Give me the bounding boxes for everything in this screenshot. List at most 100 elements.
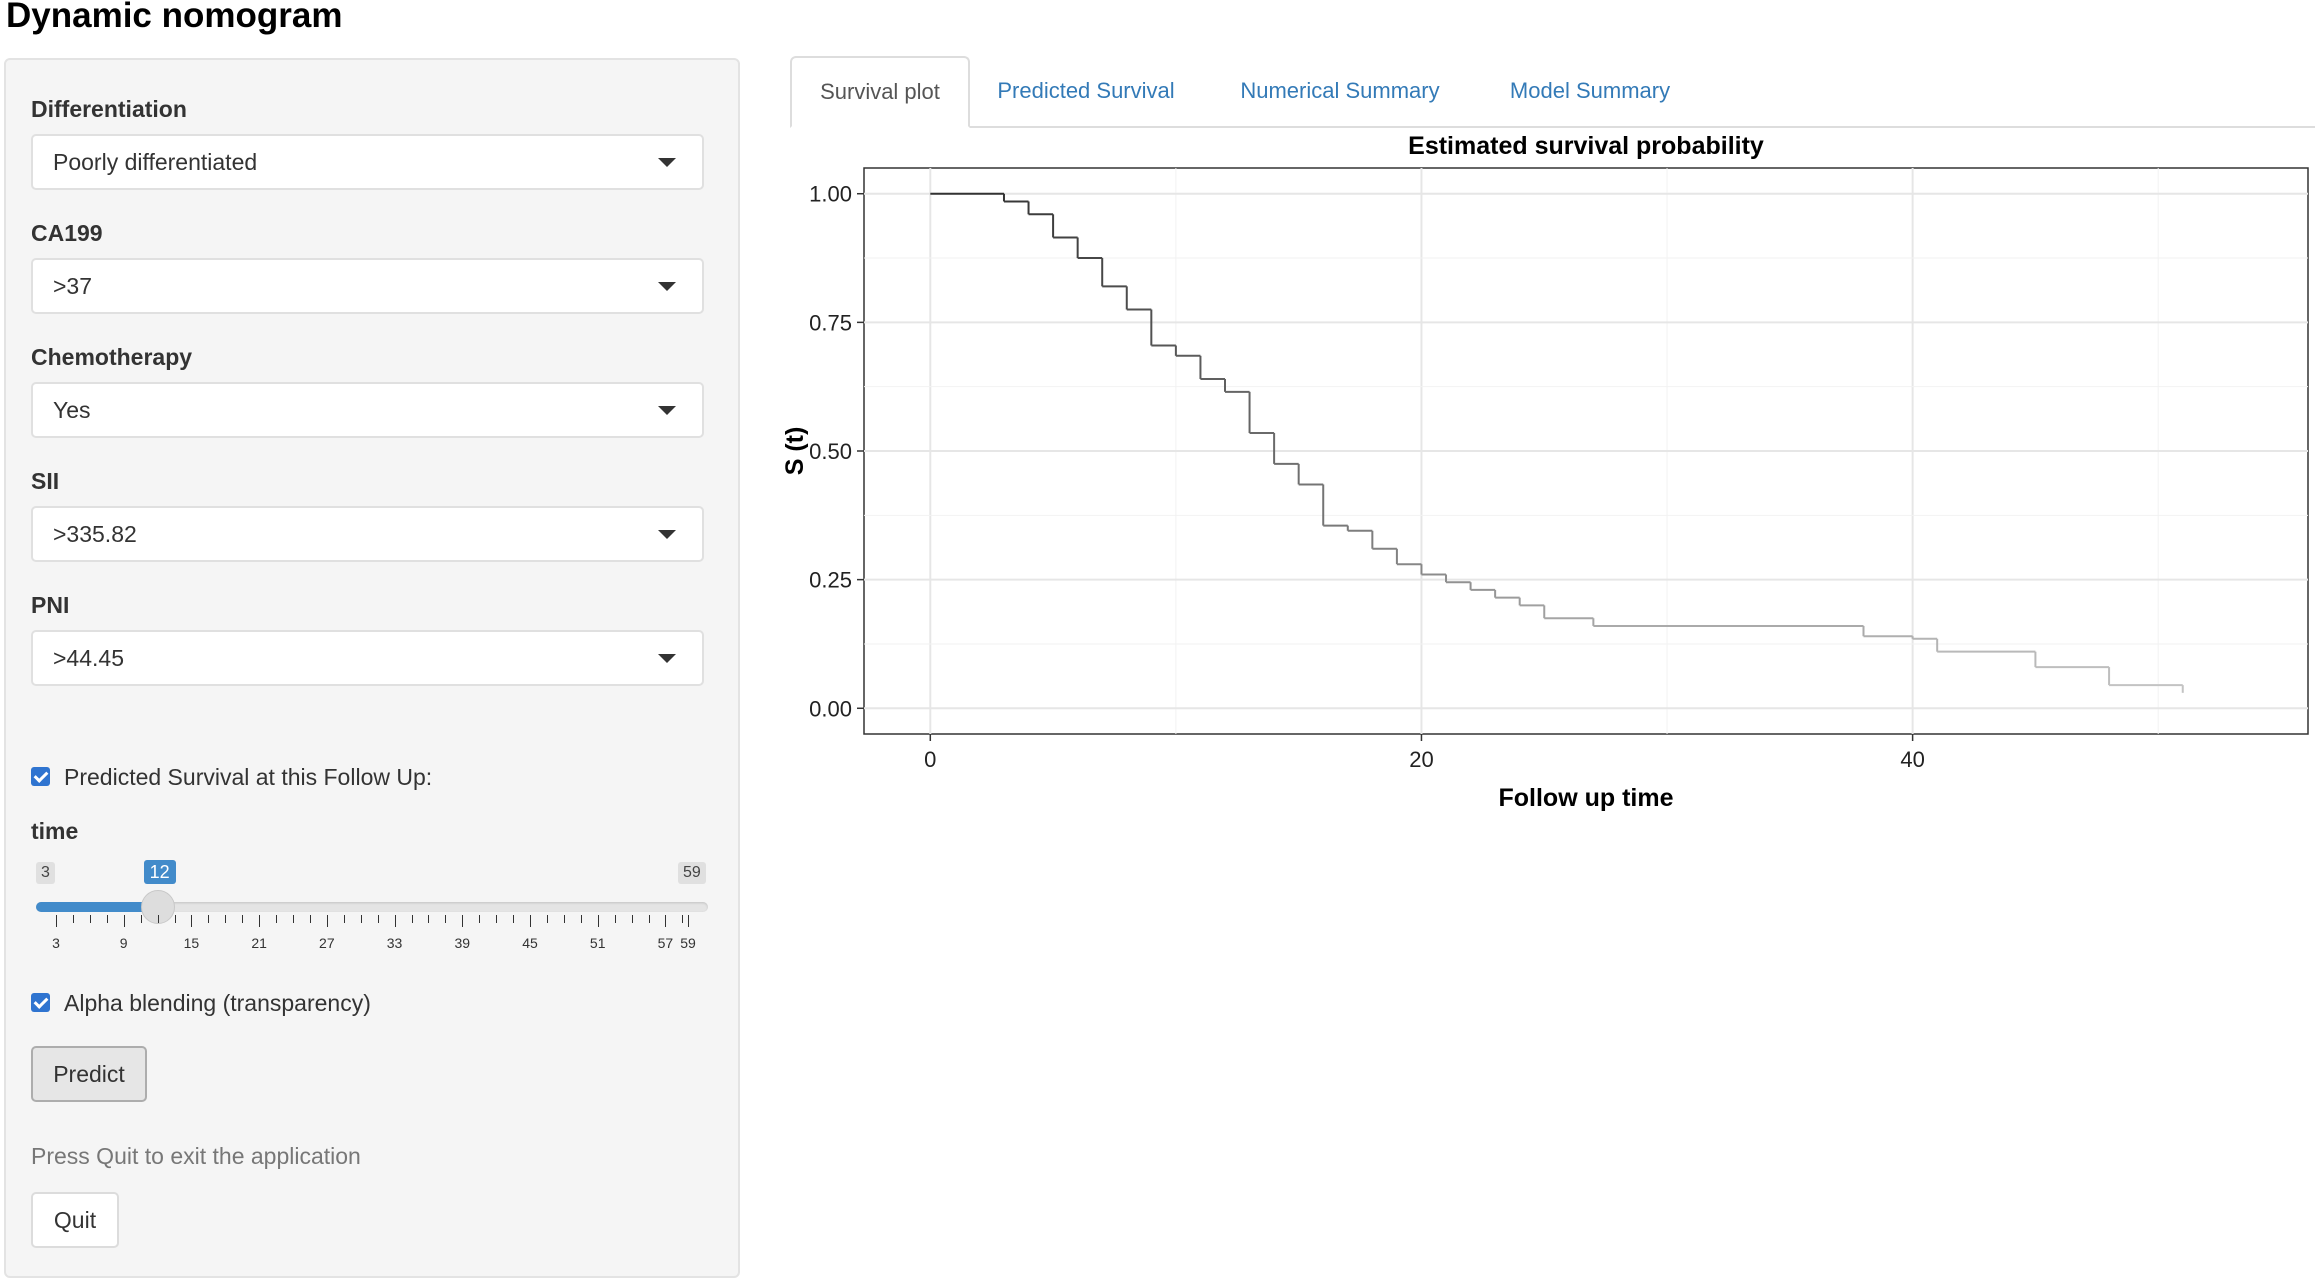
slider-tick [106,915,108,923]
slider-tick [343,915,345,923]
sii-select[interactable]: >335.82 [31,506,704,562]
x-axis-title: Follow up time [1499,784,1674,812]
slider-tick [479,915,481,923]
slider-tick [89,915,91,923]
slider-tick [309,915,311,923]
slider-tick [394,915,396,927]
ca199-select[interactable]: >37 [31,258,704,314]
differentiation-value: Poorly differentiated [53,149,258,175]
ca199-label: CA199 [31,220,103,246]
axis-ticks: 0 20 40 0.00 0.25 0.50 0.75 1.00 [809,182,1925,772]
slider-tick [428,915,430,923]
slider-tick [242,915,244,923]
y-tick-label: 0.00 [809,696,852,721]
predict-button[interactable]: Predict [31,1046,147,1102]
tab-bar: Survival plot Predicted Survival Numeric… [790,56,2315,128]
pni-field: PNI >44.45 [31,590,704,686]
pni-select[interactable]: >44.45 [31,630,704,686]
slider-tick [56,915,57,927]
slider-tick [225,915,227,923]
time-slider-label: time [31,818,79,844]
survival-curve [930,192,2184,693]
slider-tick-label: 33 [386,935,403,951]
slider-tick [665,915,667,927]
chevron-down-icon [658,158,676,167]
slider-min-label: 3 [36,862,55,884]
grid-layer [864,168,2308,734]
slider-tick [157,915,159,923]
y-axis-title: S (t) [781,427,809,476]
y-tick-label: 0.50 [809,439,852,464]
slider-tick-label: 59 [680,935,696,951]
tab-model-summary[interactable]: Model Summary [1509,78,1671,103]
slider-tick [360,915,362,923]
chemotherapy-field: Chemotherapy Yes [31,342,704,438]
slider-tick [411,915,413,923]
time-slider-fill [36,902,158,912]
slider-value-badge: 12 [143,860,176,884]
time-slider-track[interactable] [36,902,708,912]
ca199-value: >37 [53,273,93,299]
slider-tick [648,915,650,923]
chemotherapy-value: Yes [53,397,91,423]
y-tick-label: 0.75 [809,310,852,335]
differentiation-label: Differentiation [31,96,187,122]
slider-tick-label: 21 [251,935,267,951]
slider-tick [191,915,193,927]
slider-tick [580,915,582,923]
slider-tick-label: 39 [454,935,471,951]
slider-tick [614,915,616,923]
survival-chart-svg: 0 20 40 0.00 0.25 0.50 0.75 1.00 Estimated surv… [781,132,2309,812]
chevron-down-icon [658,530,676,539]
quit-note: Press Quit to exit the application [31,1143,361,1169]
pni-value: >44.45 [53,645,124,671]
quit-button[interactable]: Quit [31,1192,119,1248]
slider-tick-label: 27 [319,935,335,951]
chemotherapy-select[interactable]: Yes [31,382,704,438]
chevron-down-icon [658,654,676,663]
x-tick-label: 0 [924,747,936,772]
pni-label: PNI [31,592,70,618]
slider-tick [496,915,498,923]
slider-tick [140,915,142,923]
slider-tick [462,915,464,927]
tab-survival-plot[interactable]: Survival plot [790,56,970,128]
alpha-blending-checkbox-row[interactable]: Alpha blending (transparency) [31,987,371,1019]
tab-predicted-survival[interactable]: Predicted Survival [997,78,1175,103]
predicted-survival-checkbox-label: Predicted Survival at this Follow Up: [64,764,433,790]
y-tick-label: 1.00 [809,182,852,207]
slider-tick-label: 15 [183,935,200,951]
predicted-survival-checkbox[interactable] [31,767,50,787]
slider-tick [276,915,278,923]
slider-tick [682,915,684,923]
slider-tick [377,915,379,923]
slider-tick [530,915,531,927]
slider-tick-label: 51 [589,935,606,951]
slider-tick-label: 3 [52,935,60,951]
differentiation-select[interactable]: Poorly differentiated [31,134,704,190]
slider-tick [326,915,328,927]
sii-field: SII >335.82 [31,466,704,562]
chart-title: Estimated survival probability [1408,132,1764,160]
y-tick-label: 0.25 [809,568,852,593]
slider-tick [563,915,565,923]
slider-tick [208,915,210,923]
survival-chart: 0 20 40 0.00 0.25 0.50 0.75 1.00 Estimated surv… [760,124,2315,824]
slider-tick [72,915,74,923]
differentiation-field: Differentiation Poorly differentiated [31,94,704,190]
tab-numerical-summary[interactable]: Numerical Summary [1240,78,1440,103]
x-tick-label: 20 [1409,747,1433,772]
chevron-down-icon [658,282,676,291]
slider-tick [688,915,689,927]
ca199-field: CA199 >37 [31,218,704,314]
alpha-blending-checkbox[interactable] [31,993,50,1013]
sii-label: SII [31,468,60,494]
slider-tick [123,915,125,927]
x-tick-label: 40 [1900,747,1924,772]
slider-tick-label: 9 [119,935,128,951]
slider-tick [293,915,294,923]
slider-tick [631,915,633,923]
sii-value: >335.82 [53,521,137,547]
predicted-survival-checkbox-row[interactable]: Predicted Survival at this Follow Up: [31,761,432,793]
app-title: Dynamic nomogram [6,0,343,35]
